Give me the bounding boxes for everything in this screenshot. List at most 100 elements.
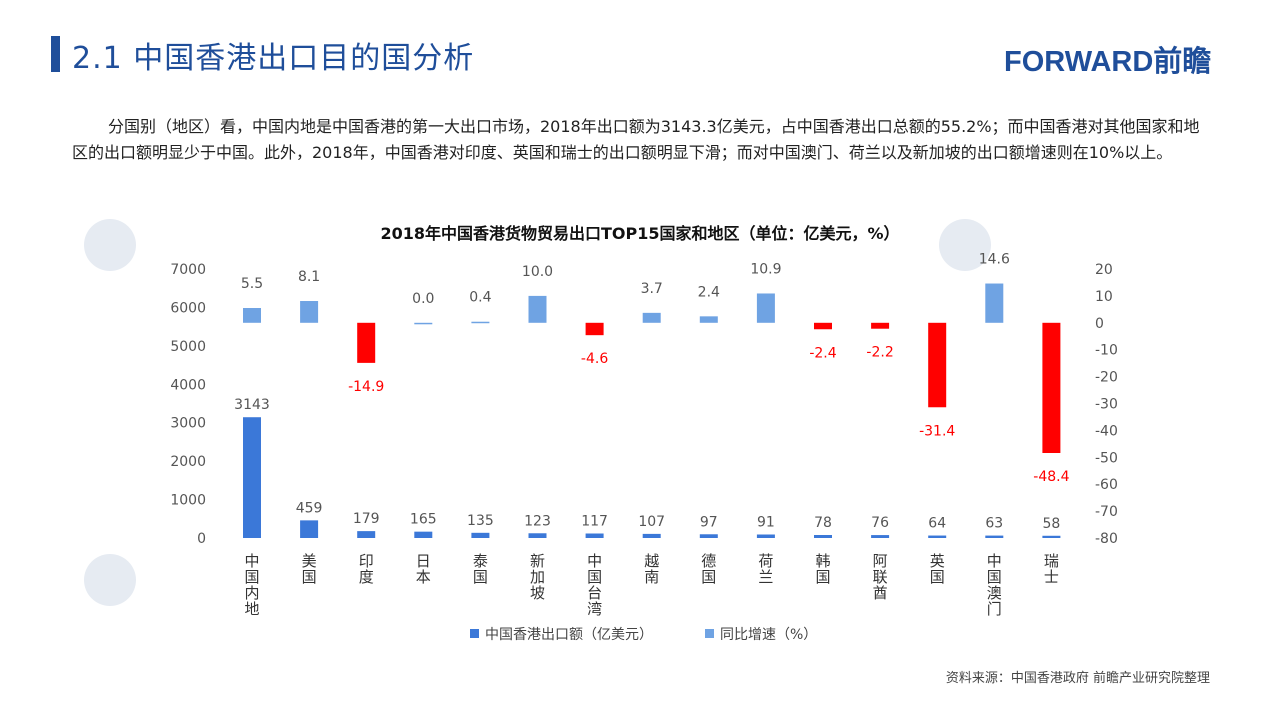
left-axis: 7000 6000 5000 4000 3000 2000 1000 0 <box>170 262 206 547</box>
watermark-mark-icon <box>84 554 136 606</box>
export-bar <box>585 533 604 538</box>
growth-value-label: 5.5 <box>241 276 263 292</box>
watermark <box>84 219 991 606</box>
export-value-label: 107 <box>638 514 665 530</box>
export-bar <box>471 532 490 538</box>
export-bar <box>528 533 547 538</box>
export-value-label: 123 <box>524 513 551 529</box>
export-value-label: 64 <box>928 516 946 532</box>
growth-bar <box>471 321 490 324</box>
export-value-label: 58 <box>1042 516 1060 532</box>
left-axis-tick-label: 7000 <box>170 262 206 278</box>
category-label: 泰国 <box>473 552 488 586</box>
right-axis-tick-label: -70 <box>1095 504 1118 520</box>
legend-label-export: 中国香港出口额（亿美元） <box>485 627 653 643</box>
category-labels: 中国内地 美国 印度 日本 泰国 新加坡 中国台湾 越南 德国 荷兰 韩国 阿联酋 英国 中国澳门 瑞士 <box>244 552 1058 618</box>
left-axis-tick-label: 0 <box>197 531 206 547</box>
export-value-label: 97 <box>700 514 718 530</box>
export-value-label: 76 <box>871 515 889 531</box>
legend-label-growth: 同比增速（%） <box>720 627 817 643</box>
category-label: 德国 <box>701 552 716 586</box>
right-axis: 20 10 0 -10 -20 -30 -40 -50 -60 -70 -80 <box>1095 262 1118 547</box>
right-axis-tick-label: 10 <box>1095 289 1113 305</box>
growth-value-label: -2.4 <box>809 345 836 361</box>
category-label: 美国 <box>302 552 317 586</box>
growth-bar <box>871 322 890 329</box>
growth-bar <box>985 283 1004 323</box>
category-label: 荷兰 <box>758 552 773 586</box>
export-value-label: 135 <box>467 513 494 529</box>
export-bar <box>243 417 261 538</box>
export-value-label: 91 <box>757 515 775 531</box>
export-bar <box>357 531 376 538</box>
growth-bar <box>357 322 376 363</box>
right-axis-tick-label: 20 <box>1095 262 1113 278</box>
watermark-mark-icon <box>84 219 136 271</box>
right-axis-tick-label: -30 <box>1095 397 1118 413</box>
export-value-label: 165 <box>410 512 437 528</box>
growth-value-label: -4.6 <box>581 351 608 367</box>
growth-bar <box>928 322 947 408</box>
right-axis-tick-label: -80 <box>1095 531 1118 547</box>
left-axis-tick-label: 6000 <box>170 300 206 316</box>
export-series: 3143 459 179 165 135 123 117 107 97 91 78 76 64 63 58 <box>234 397 1061 538</box>
growth-bar <box>642 312 661 323</box>
export-value-label: 459 <box>296 500 323 516</box>
legend: 中国香港出口额（亿美元） 同比增速（%） <box>470 627 817 643</box>
right-axis-tick-label: 0 <box>1095 316 1104 332</box>
page-title: 2.1 中国香港出口目的国分析 <box>72 41 475 76</box>
right-axis-tick-label: -10 <box>1095 343 1118 359</box>
analysis-paragraph: 分国别（地区）看，中国内地是中国香港的第一大出口市场，2018年出口额为3143… <box>72 117 1200 162</box>
export-bar <box>814 535 832 538</box>
growth-bar <box>528 295 547 323</box>
growth-value-label: 0.4 <box>469 290 491 306</box>
growth-value-label: -31.4 <box>919 423 955 439</box>
category-label: 印度 <box>359 552 374 586</box>
left-axis-tick-label: 2000 <box>170 454 206 470</box>
export-bar <box>699 534 718 538</box>
growth-bar <box>814 322 832 330</box>
growth-value-label: -2.2 <box>866 345 893 361</box>
category-label: 英国 <box>930 552 945 586</box>
body-text: 分国别（地区）看，中国内地是中国香港的第一大出口市场，2018年出口额为3143… <box>72 114 1212 166</box>
export-value-label: 63 <box>985 516 1003 532</box>
right-axis-tick-label: -60 <box>1095 477 1118 493</box>
growth-value-label: -14.9 <box>348 379 384 395</box>
export-bar <box>985 535 1004 538</box>
right-axis-tick-label: -40 <box>1095 423 1118 439</box>
brand-logo: FORWARD前瞻 <box>1004 46 1212 78</box>
legend-swatch-growth <box>705 629 714 638</box>
left-axis-tick-label: 5000 <box>170 339 206 355</box>
growth-bar <box>243 308 261 323</box>
growth-value-label: 8.1 <box>298 269 320 285</box>
growth-bar <box>699 316 718 323</box>
growth-value-label: 10.9 <box>750 261 781 277</box>
growth-value-label: 3.7 <box>641 281 663 297</box>
right-axis-tick-label: -50 <box>1095 450 1118 466</box>
export-bar <box>871 535 890 538</box>
growth-bar <box>414 322 433 325</box>
growth-bar <box>756 293 775 323</box>
growth-value-label: 14.6 <box>979 252 1010 268</box>
export-bar <box>756 534 775 538</box>
growth-value-label: -48.4 <box>1033 469 1069 485</box>
growth-bar <box>300 301 319 323</box>
export-bar <box>928 535 947 538</box>
export-bar <box>414 531 433 538</box>
export-value-label: 179 <box>353 511 380 527</box>
left-axis-tick-label: 3000 <box>170 416 206 432</box>
right-axis-tick-label: -20 <box>1095 370 1118 386</box>
category-label: 日本 <box>416 552 431 586</box>
watermark-mark-icon <box>939 219 991 271</box>
growth-bar <box>1042 322 1061 453</box>
category-label: 瑞士 <box>1044 552 1059 586</box>
growth-value-label: 10.0 <box>522 264 553 280</box>
category-label: 新加坡 <box>530 552 545 602</box>
category-label: 中国台湾 <box>587 552 602 618</box>
export-value-label: 78 <box>814 515 832 531</box>
growth-series: 5.5 8.1 -14.9 0.0 0.4 10.0 -4.6 3.7 2.4 10.9 -2.4 -… <box>241 252 1070 485</box>
legend-swatch-export <box>470 629 479 638</box>
category-label: 中国澳门 <box>987 552 1002 618</box>
title-accent-bar <box>51 36 60 72</box>
